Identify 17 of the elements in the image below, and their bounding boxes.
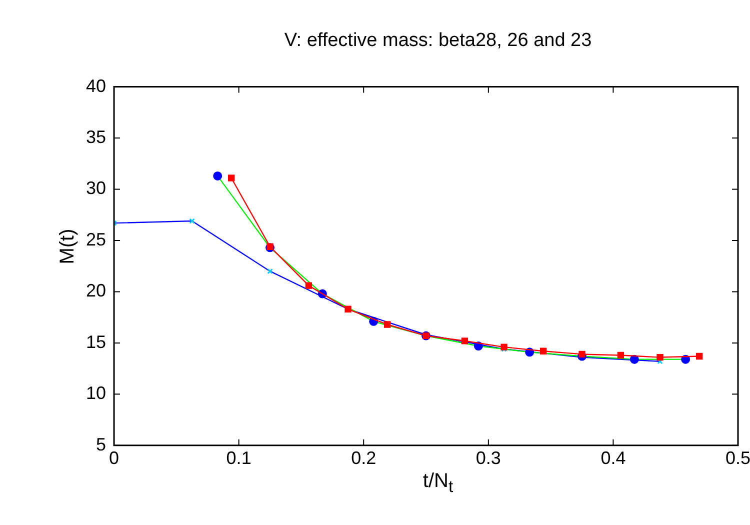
x-tick-label: 0	[109, 448, 120, 468]
x-tick-label: 0.1	[226, 448, 252, 468]
y-tick-label: 10	[86, 383, 106, 404]
y-tick-label: 20	[86, 280, 106, 301]
x-tick-label: 0.4	[600, 448, 626, 468]
x-tick-label: 0.2	[351, 448, 376, 468]
x-tick-label: 0.3	[476, 448, 501, 468]
y-tick-label: 25	[86, 229, 106, 250]
x-axis-title: t/N$_{t}$	[422, 470, 454, 497]
y-tick-label: 15	[86, 332, 106, 352]
y-tick-label: 30	[86, 178, 106, 198]
y-tick-label: 35	[86, 126, 106, 147]
chart-title: V: effective mass: beta28, 26 and 23	[283, 30, 593, 52]
y-axis-title: M(t)	[56, 228, 80, 266]
y-tick-label: 5	[96, 434, 106, 454]
y-tick-label: 40	[86, 76, 106, 96]
x-tick-label: 0.5	[725, 448, 750, 468]
